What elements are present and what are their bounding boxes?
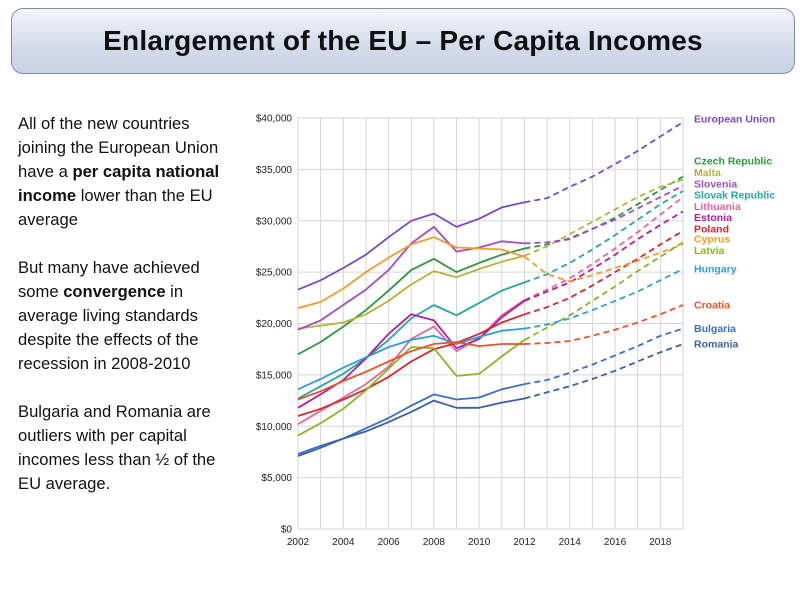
- series-line: [297, 339, 526, 437]
- series-projection-line: [524, 190, 684, 284]
- series-projection-line: [524, 304, 684, 345]
- series-label: Lithuania: [694, 201, 741, 213]
- series-projection-line: [524, 196, 684, 301]
- x-tick-label: 2012: [513, 537, 536, 548]
- series-label: Slovenia: [694, 178, 737, 190]
- series-projection-line: [524, 343, 684, 400]
- body-text: All of the new countries joining the Eur…: [18, 112, 233, 520]
- y-tick-label: $35,000: [256, 165, 293, 176]
- y-tick-label: $20,000: [256, 319, 293, 330]
- paragraph-text: Bulgaria and Romania are outliers with p…: [18, 402, 216, 493]
- series-line: [297, 254, 525, 330]
- series-line: [297, 397, 525, 457]
- x-tick-label: 2004: [332, 537, 355, 548]
- series-label: Estonia: [694, 212, 732, 224]
- x-tick-label: 2006: [377, 537, 400, 548]
- paragraph-text: All of the new countries joining the Eur…: [18, 114, 219, 181]
- series-label: Croatia: [694, 300, 730, 312]
- x-tick-label: 2010: [468, 537, 491, 548]
- y-tick-label: $25,000: [256, 268, 293, 279]
- series-line: [297, 281, 525, 400]
- series-label: Czech Republic: [694, 156, 772, 168]
- paragraph-text: lower than the EU average: [18, 186, 213, 229]
- series-label: Hungary: [694, 264, 737, 276]
- series-label: Cyprus: [694, 234, 730, 246]
- body-paragraph: All of the new countries joining the Eur…: [18, 112, 233, 232]
- series-line: [297, 313, 525, 417]
- series-projection-line: [524, 184, 684, 245]
- y-tick-label: $5,000: [261, 473, 292, 484]
- body-paragraph: Bulgaria and Romania are outliers with p…: [18, 400, 233, 496]
- series-projection-line: [524, 327, 684, 385]
- series-label: Poland: [694, 223, 729, 235]
- series-line: [297, 236, 525, 309]
- y-tick-label: $40,000: [256, 114, 293, 125]
- y-tick-label: $30,000: [256, 216, 293, 227]
- paragraph-text: But many have achieved some: [18, 258, 200, 301]
- series-projection-line: [524, 268, 684, 330]
- x-tick-label: 2008: [423, 537, 446, 548]
- series-projection-line: [524, 210, 684, 302]
- series-projection-line: [523, 243, 684, 283]
- y-tick-label: $10,000: [256, 422, 293, 433]
- x-tick-label: 2018: [649, 537, 672, 548]
- series-label: Malta: [694, 167, 721, 179]
- emphasis-text: convergence: [63, 282, 166, 301]
- series-line: [297, 247, 525, 356]
- x-tick-label: 2014: [559, 537, 582, 548]
- series-label: Romania: [694, 339, 739, 351]
- series-label: Slovak Republic: [694, 190, 775, 202]
- series-line: [297, 327, 525, 391]
- slide-title: Enlargement of the EU – Per Capita Incom…: [103, 25, 703, 56]
- series-label: European Union: [694, 114, 775, 126]
- x-tick-label: 2016: [604, 537, 627, 548]
- series-line: [297, 201, 525, 291]
- y-tick-label: $15,000: [256, 370, 293, 381]
- income-chart: $0 $5,000 $10,000 $15,000 $20,000 $25,000 $30,…: [256, 114, 775, 549]
- series-line: [297, 341, 525, 401]
- emphasis-text: per capita national income: [18, 162, 220, 205]
- x-tick-label: 2002: [287, 537, 310, 548]
- paragraph-text: in average living standards despite the …: [18, 282, 199, 373]
- series-label: Bulgaria: [694, 323, 736, 335]
- title-banner: Enlargement of the EU – Per Capita Incom…: [11, 8, 795, 74]
- series-line: [297, 226, 525, 331]
- series-projection-line: [524, 175, 684, 250]
- series-label: Latvia: [694, 245, 725, 257]
- body-paragraph: But many have achieved some convergence …: [18, 256, 233, 376]
- series-projection-line: [524, 241, 684, 341]
- y-tick-label: $0: [281, 525, 293, 536]
